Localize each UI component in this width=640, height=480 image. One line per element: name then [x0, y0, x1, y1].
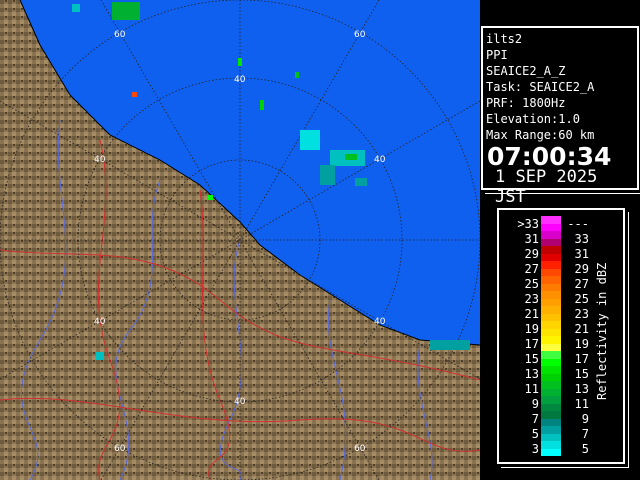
- legend-swatch: [541, 268, 561, 276]
- legend-swatch: [541, 433, 561, 441]
- legend-swatch: [541, 328, 561, 336]
- legend-swatch: [541, 396, 561, 404]
- scan-type: PPI: [486, 48, 508, 62]
- legend-swatch: [541, 343, 561, 351]
- radar-echoes: [72, 2, 470, 360]
- legend-swatch: [541, 426, 561, 434]
- range-rings: [0, 0, 480, 480]
- boundaries: [0, 139, 480, 480]
- product-name: SEAICE2_A_Z: [486, 64, 566, 78]
- legend-swatch: [541, 358, 561, 366]
- radar-ppi-map: 60 60 40 40 40 40 40 40 60 60: [0, 0, 480, 480]
- legend-label-right: 23: [574, 307, 589, 321]
- legend-swatch: [541, 381, 561, 389]
- legend-unit: Reflectivity in dBZ: [595, 262, 609, 400]
- station-name: ilts2: [486, 32, 523, 46]
- task-name: Task: SEAICE2_A: [486, 80, 595, 94]
- legend-label-left: 9: [531, 397, 539, 411]
- legend-label-right: 11: [574, 397, 589, 411]
- legend-label-left: 19: [524, 322, 539, 336]
- legend-swatch: [541, 283, 561, 291]
- legend-swatch: [541, 336, 561, 344]
- legend-swatch: [541, 373, 561, 381]
- legend-label-right: 21: [574, 322, 589, 336]
- legend-swatch: [541, 411, 561, 419]
- legend-swatch: [541, 298, 561, 306]
- scan-date: 1 SEP 2025 JST: [495, 167, 598, 207]
- legend-label-right: 19: [574, 337, 589, 351]
- svg-text:60: 60: [114, 30, 126, 40]
- legend-label-left: 5: [531, 427, 539, 441]
- legend-label-right: 7: [581, 427, 589, 441]
- legend-swatch: [541, 351, 561, 359]
- legend-label-left: 25: [524, 277, 539, 291]
- prf-value: PRF: 1800Hz: [486, 96, 566, 110]
- legend-color-bar: [541, 216, 561, 456]
- legend-label-left: 3: [531, 442, 539, 456]
- scan-info-panel: ilts2 PPI SEAICE2_A_Z Task: SEAICE2_A PR…: [481, 26, 639, 207]
- legend-label-right: 27: [574, 277, 589, 291]
- legend-swatch: [541, 253, 561, 261]
- legend-label-right: 9: [581, 412, 589, 426]
- svg-text:40: 40: [234, 397, 246, 407]
- legend-label-left: 21: [524, 307, 539, 321]
- elevation-value: Elevation:1.0: [486, 112, 580, 126]
- range-labels: 60 60 40 40 40 40 40 40 60 60: [94, 30, 386, 454]
- legend-swatch: [541, 231, 561, 239]
- legend-swatch: [541, 306, 561, 314]
- svg-text:40: 40: [374, 317, 386, 327]
- svg-text:60: 60: [114, 444, 126, 454]
- legend-swatch: [541, 216, 561, 224]
- legend-label-right: 25: [574, 292, 589, 306]
- legend-label-left: 23: [524, 292, 539, 306]
- svg-text:60: 60: [354, 444, 366, 454]
- legend-label-right: ---: [567, 217, 589, 231]
- legend-swatch: [541, 366, 561, 374]
- legend-swatch: [541, 261, 561, 269]
- legend-label-left: >33: [517, 217, 539, 231]
- legend-swatch: [541, 313, 561, 321]
- legend-swatch: [541, 276, 561, 284]
- legend-label-right: 31: [574, 247, 589, 261]
- legend-label-right: 17: [574, 352, 589, 366]
- legend-label-left: 31: [524, 232, 539, 246]
- legend-swatch: [541, 321, 561, 329]
- legend-label-left: 13: [524, 367, 539, 381]
- legend-label-left: 15: [524, 352, 539, 366]
- svg-text:40: 40: [94, 317, 106, 327]
- legend-label-left: 11: [524, 382, 539, 396]
- legend-label-right: 15: [574, 367, 589, 381]
- legend-label-right: 33: [574, 232, 589, 246]
- legend-label-left: 7: [531, 412, 539, 426]
- legend-label-left: 17: [524, 337, 539, 351]
- legend-swatch: [541, 223, 561, 231]
- legend-swatch: [541, 441, 561, 449]
- legend-label-left: 27: [524, 262, 539, 276]
- max-range-value: Max Range:60 km: [486, 128, 595, 142]
- legend-swatch: [541, 418, 561, 426]
- svg-text:40: 40: [234, 75, 246, 85]
- svg-text:40: 40: [374, 155, 386, 165]
- legend-swatch: [541, 246, 561, 254]
- rivers: [20, 119, 433, 480]
- legend-label-right: 29: [574, 262, 589, 276]
- legend-swatch: [541, 238, 561, 246]
- legend-swatch: [541, 388, 561, 396]
- legend-label-left: 29: [524, 247, 539, 261]
- legend-swatch: [541, 403, 561, 411]
- legend-swatch: [541, 448, 561, 456]
- legend-label-right: 13: [574, 382, 589, 396]
- svg-text:40: 40: [94, 155, 106, 165]
- scan-time: 07:00:34: [487, 142, 612, 171]
- color-legend: >33 --- 31 33 29 31 27 29 25 27 23 25 21 23 19 21 17 19 15…: [497, 208, 625, 464]
- legend-label-right: 5: [581, 442, 589, 456]
- legend-swatch: [541, 291, 561, 299]
- svg-text:60: 60: [354, 30, 366, 40]
